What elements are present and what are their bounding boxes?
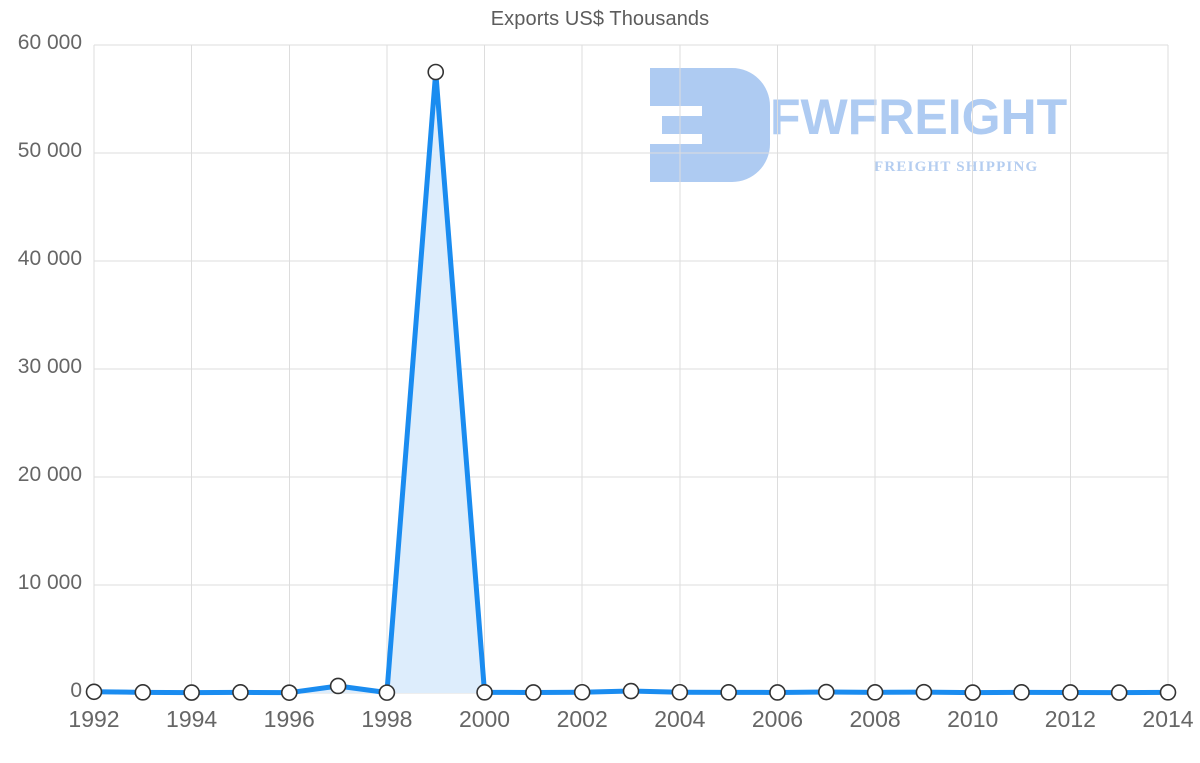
y-axis-tick-label: 50 000 bbox=[17, 139, 82, 162]
data-point-marker[interactable] bbox=[427, 63, 445, 81]
data-point-marker[interactable] bbox=[720, 684, 737, 701]
data-point-marker[interactable] bbox=[85, 683, 103, 701]
y-axis-tick-label: 40 000 bbox=[17, 247, 82, 270]
data-point-marker[interactable] bbox=[329, 677, 347, 695]
data-point-marker[interactable] bbox=[1013, 684, 1030, 701]
data-point-marker[interactable] bbox=[1110, 684, 1128, 701]
x-axis-tick-label: 2000 bbox=[458, 706, 511, 732]
data-point-marker[interactable] bbox=[476, 684, 493, 701]
x-axis-tick-label: 2008 bbox=[849, 706, 901, 732]
y-axis-tick-label: 10 000 bbox=[17, 571, 82, 594]
series-line bbox=[91, 69, 1171, 696]
x-axis-tick-label: 1998 bbox=[361, 706, 413, 732]
series-area-fill bbox=[94, 72, 1168, 693]
y-axis-tick-label: 20 000 bbox=[17, 463, 82, 486]
data-point-marker[interactable] bbox=[525, 684, 542, 701]
data-point-marker[interactable] bbox=[183, 684, 200, 701]
data-point-marker[interactable] bbox=[1062, 684, 1079, 701]
data-point-marker[interactable] bbox=[622, 682, 640, 700]
x-axis-tick-label: 2006 bbox=[751, 706, 804, 732]
data-point-marker[interactable] bbox=[1159, 684, 1177, 701]
x-axis-tick-label: 1992 bbox=[68, 706, 120, 732]
x-axis-tick-label: 1996 bbox=[263, 706, 315, 732]
x-axis-tick-label: 2014 bbox=[1142, 706, 1194, 732]
y-axis-tick-label: 0 bbox=[70, 679, 82, 702]
series-markers bbox=[85, 63, 1177, 701]
chart-title: Exports US$ Thousands bbox=[490, 8, 710, 30]
data-point-marker[interactable] bbox=[769, 684, 786, 701]
x-axis-tick-label: 2002 bbox=[556, 706, 608, 732]
gridlines bbox=[93, 44, 1169, 694]
x-axis-tick-label: 2004 bbox=[654, 706, 706, 732]
data-point-marker[interactable] bbox=[378, 684, 396, 701]
data-point-marker[interactable] bbox=[817, 683, 835, 701]
series-line-path bbox=[91, 69, 1171, 696]
series-area-path bbox=[94, 72, 1168, 693]
data-point-marker[interactable] bbox=[134, 684, 152, 701]
x-axis-tick-label: 2010 bbox=[947, 706, 999, 732]
data-point-marker[interactable] bbox=[232, 684, 249, 701]
x-axis-tick-label: 1994 bbox=[166, 706, 218, 732]
y-axis-tick-label: 30 000 bbox=[17, 355, 82, 378]
data-point-marker[interactable] bbox=[573, 683, 591, 701]
data-point-marker[interactable] bbox=[671, 683, 689, 701]
data-point-marker[interactable] bbox=[964, 684, 982, 701]
data-point-marker[interactable] bbox=[866, 684, 884, 701]
data-point-marker[interactable] bbox=[280, 684, 298, 701]
data-point-marker[interactable] bbox=[915, 683, 933, 701]
x-axis-tick-label: 2012 bbox=[1044, 706, 1096, 732]
y-axis-tick-label: 60 000 bbox=[17, 31, 82, 54]
